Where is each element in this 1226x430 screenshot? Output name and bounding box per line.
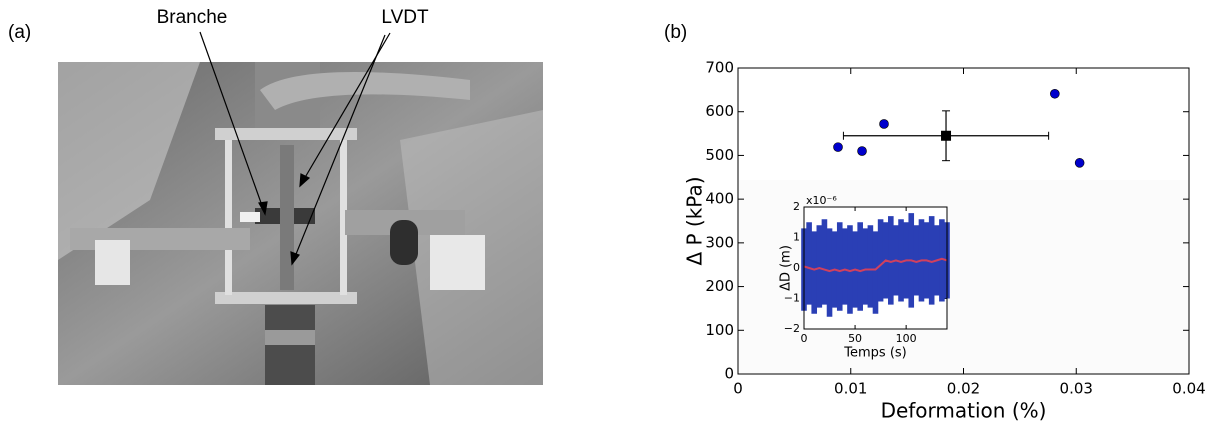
annotation: Branche [157, 7, 228, 28]
panel-label: (b) [664, 22, 687, 43]
y-tick-label: 100 [705, 321, 734, 339]
inset-chart: 0 50 100 −2 −1 0 1 2 Temps (s) ΔD (m) x10⁻⁶ [779, 194, 950, 361]
plot-frame [737, 67, 1190, 375]
point [1074, 158, 1085, 168]
y-tick-label: −2 [784, 322, 800, 335]
point [857, 146, 867, 156]
y-tick-label: 200 [705, 277, 734, 295]
point [941, 130, 952, 141]
photo [58, 62, 543, 385]
x-tick-label: 0.03 [1060, 380, 1093, 398]
annotation-arrows [199, 31, 391, 266]
x-tick-label: 0 [733, 380, 743, 398]
point [833, 142, 843, 152]
y-axis-label: ΔD (m) [779, 245, 794, 291]
y-tick-label: 2 [793, 200, 800, 213]
y-tick-label: 500 [705, 146, 734, 164]
y-tick-label: 700 [705, 59, 734, 77]
y-tick-label: 0 [793, 261, 800, 274]
y-tick-label: 400 [705, 190, 734, 208]
y-tick-label: 300 [705, 233, 734, 251]
x-tick-label: 0.04 [1172, 380, 1205, 398]
x-axis-label: Deformation (%) [881, 399, 1047, 423]
main-chart: 0 0.01 0.02 0.03 0.040100200300400500600700D… [683, 59, 1206, 423]
point [879, 119, 889, 129]
x-tick-label: 100 [896, 332, 917, 345]
x-axis-label: Temps (s) [843, 346, 906, 361]
panel-label: (a) [8, 22, 31, 43]
mean-line [803, 257, 948, 273]
y-tick-label: 1 [793, 231, 800, 244]
y-tick-label: 600 [705, 102, 734, 120]
point [1050, 88, 1060, 99]
plot-frame [803, 206, 948, 330]
x-tick-label: 0 [801, 332, 808, 345]
annotation: LVDT [381, 7, 429, 28]
y-tick-label: −1 [784, 292, 800, 305]
y-offset-label: x10⁻⁶ [806, 194, 837, 207]
y-axis-label: Δ P (kPa) [683, 176, 707, 265]
y-tick-label: 0 [724, 365, 734, 383]
x-tick-label: 50 [848, 332, 862, 345]
x-tick-label: 0.02 [947, 380, 980, 398]
x-tick-label: 0.01 [834, 380, 867, 398]
